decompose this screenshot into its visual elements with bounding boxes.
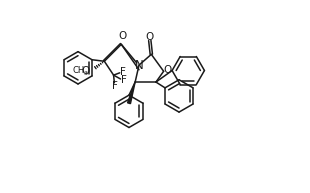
Text: CH: CH (72, 66, 84, 75)
Text: F: F (121, 75, 126, 85)
Text: O: O (82, 65, 90, 75)
Text: 3: 3 (83, 71, 87, 76)
Text: N: N (135, 59, 143, 72)
Text: F: F (112, 81, 118, 91)
Text: O: O (146, 32, 154, 42)
Text: O: O (118, 31, 126, 41)
Polygon shape (127, 82, 135, 104)
Text: F: F (120, 67, 126, 77)
Text: O: O (163, 65, 172, 75)
